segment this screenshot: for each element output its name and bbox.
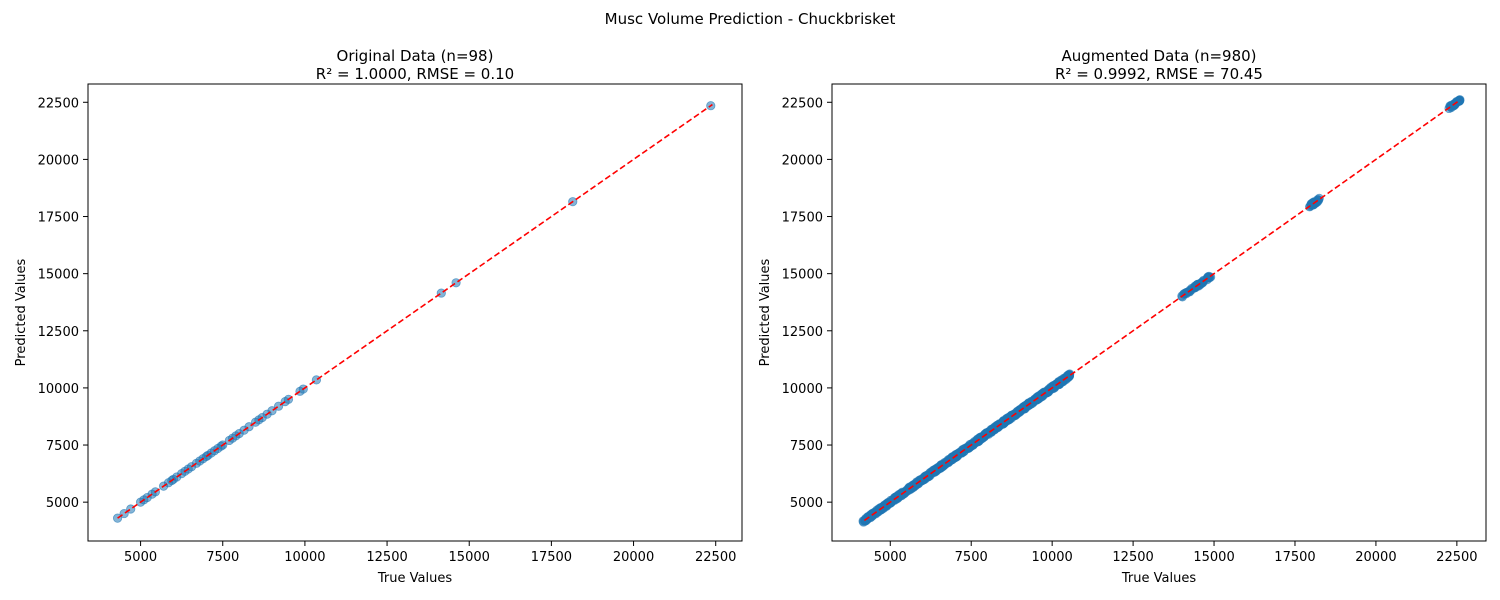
x-tick-label: 10000 [1031,550,1072,565]
y-tick-label: 20000 [782,153,823,168]
data-point [885,498,895,508]
x-tick-label: 15000 [1193,550,1234,565]
data-point [974,436,984,446]
plot-title-line1: Original Data (n=98) [337,47,494,65]
x-tick-label: 17500 [531,550,572,565]
x-tick-label: 22500 [695,550,736,565]
plot-title-line2: R² = 1.0000, RMSE = 0.10 [316,65,514,83]
y-tick-label: 15000 [782,268,823,283]
y-tick-label: 12500 [38,325,79,340]
y-tick-label: 12500 [782,325,823,340]
plot-title-line1: Augmented Data (n=980) [1061,47,1256,65]
x-tick-label: 5000 [124,550,157,565]
x-tick-label: 17500 [1274,550,1315,565]
y-tick-label: 22500 [782,96,823,111]
augmented-data-plot: Augmented Data (n=980)R² = 0.9992, RMSE … [758,47,1487,586]
x-tick-label: 22500 [1436,550,1477,565]
x-tick-label: 7500 [955,550,988,565]
plot-title-line2: R² = 0.9992, RMSE = 70.45 [1055,65,1263,83]
data-point [1002,416,1012,426]
y-tick-label: 7500 [46,439,79,454]
data-point [1454,96,1465,106]
x-tick-label: 20000 [1355,550,1396,565]
y-axis-label: Predicted Values [758,258,773,366]
x-tick-label: 15000 [449,550,490,565]
y-tick-label: 20000 [38,153,79,168]
x-tick-label: 12500 [366,550,407,565]
axes-frame [87,83,743,542]
y-tick-label: 22500 [38,96,79,111]
x-axis-label: True Values [377,571,452,586]
original-data-plot: Original Data (n=98)R² = 1.0000, RMSE = … [14,47,743,586]
y-tick-label: 10000 [782,382,823,397]
y-tick-label: 7500 [790,439,823,454]
x-tick-label: 20000 [613,550,654,565]
data-point [1308,198,1318,208]
x-tick-label: 10000 [284,550,325,565]
y-axis-label: Predicted Values [14,258,29,366]
y-tick-label: 10000 [38,382,79,397]
y-tick-label: 5000 [46,496,79,511]
y-tick-label: 17500 [38,211,79,226]
y-tick-label: 17500 [782,211,823,226]
identity-reference-line [863,99,1461,522]
y-tick-label: 15000 [38,268,79,283]
data-point [858,516,868,526]
y-tick-label: 5000 [790,496,823,511]
x-tick-label: 12500 [1112,550,1153,565]
x-tick-label: 7500 [206,550,239,565]
x-axis-label: True Values [1121,571,1196,586]
x-tick-label: 5000 [874,550,907,565]
identity-reference-line [117,103,713,519]
axes-frame [831,83,1487,542]
figure-suptitle: Musc Volume Prediction - Chuckbrisket [605,10,896,28]
